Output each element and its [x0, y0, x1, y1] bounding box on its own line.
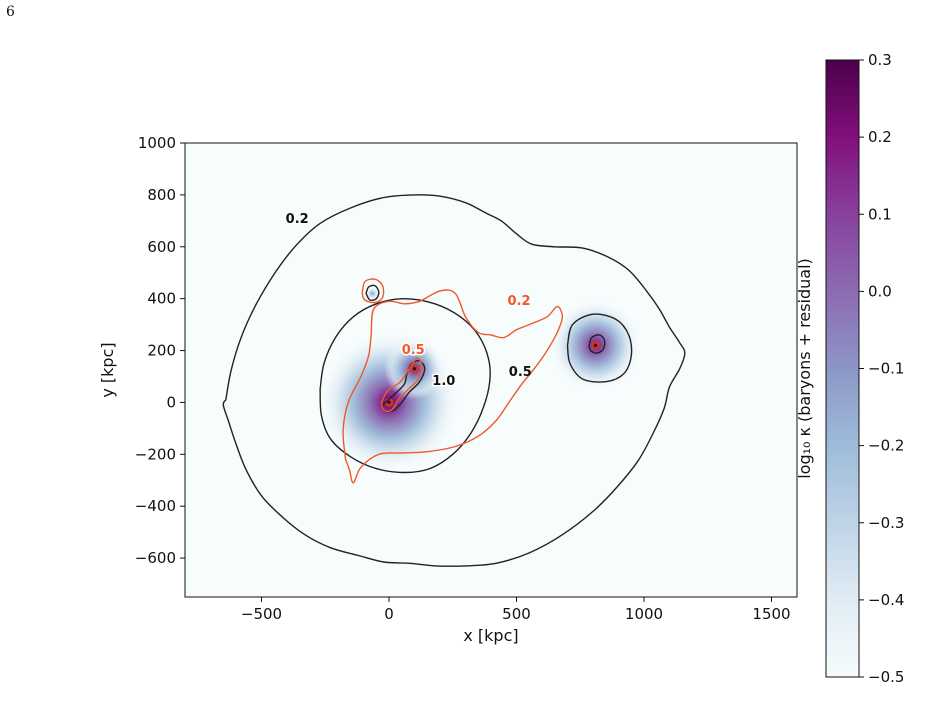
density-peak-small-clump	[366, 287, 379, 300]
colorbar-tick-label: 0.0	[868, 282, 892, 300]
contour-layer	[222, 194, 686, 567]
contour-label-orange-0-2: 0.2	[508, 294, 531, 309]
colorbar-tick-label: 0.3	[868, 51, 892, 69]
colorbar-tick-label: −0.3	[868, 514, 904, 532]
y-tick-label: 200	[147, 342, 176, 360]
y-axis-ticks: −600 −400 −200 0 200 400 600 800 1000	[135, 134, 185, 567]
contour-orange-0-2	[361, 278, 385, 304]
contour-labels: 0.2 0.5 1.0 0.2 0.5	[286, 212, 532, 391]
contour-orange-0-5	[380, 357, 423, 413]
contour-black-0-2	[365, 284, 380, 302]
colorbar: −0.5 −0.4 −0.3 −0.2 −0.1 0.0 0.1 0.2 0.3 log₁₀ κ…	[795, 51, 904, 686]
colorbar-tick-label: −0.5	[868, 668, 904, 686]
page-number: 6	[6, 4, 15, 20]
colorbar-label: log₁₀ κ (baryons + residual)	[795, 258, 814, 479]
contour-label-orange-0-5: 0.5	[402, 343, 425, 358]
plot-background	[185, 143, 797, 597]
colorbar-tick-label: −0.1	[868, 360, 904, 378]
x-axis-label: x [kpc]	[463, 626, 518, 645]
y-tick-label: 400	[147, 290, 176, 308]
x-tick-label: −500	[241, 605, 282, 623]
x-tick-label: 1500	[752, 605, 790, 623]
x-tick-label: 500	[502, 605, 531, 623]
contour-black-0-5	[566, 313, 633, 383]
colorbar-tick-label: −0.4	[868, 591, 904, 609]
y-tick-label: 800	[147, 186, 176, 204]
colorbar-tick-label: 0.2	[868, 128, 892, 146]
y-tick-label: −400	[135, 497, 176, 515]
x-tick-label: 0	[384, 605, 394, 623]
colorbar-ticks: −0.5 −0.4 −0.3 −0.2 −0.1 0.0 0.1 0.2 0.3	[859, 51, 904, 686]
peak-core-dot	[412, 367, 417, 371]
colorbar-bar	[825, 59, 860, 678]
y-tick-label: −600	[135, 549, 176, 567]
colorbar-tick-label: −0.2	[868, 437, 904, 455]
contour-label-black-0-5: 0.5	[509, 365, 532, 380]
y-tick-label: 1000	[138, 134, 176, 152]
y-tick-label: −200	[135, 445, 176, 463]
y-axis-label: y [kpc]	[98, 342, 117, 397]
contour-black-0-5	[319, 298, 491, 474]
y-tick-label: 0	[166, 393, 176, 411]
contour-label-black-1-0: 1.0	[432, 374, 455, 389]
contour-black-1-0	[588, 334, 606, 354]
contour-black-0-2	[222, 194, 686, 567]
peak-core-dot	[387, 400, 391, 405]
contour-label-black-0-2: 0.2	[286, 212, 309, 227]
x-axis-ticks: −500 0 500 1000 1500	[241, 597, 791, 623]
plot-frame	[184, 142, 798, 598]
colorbar-tick-label: 0.1	[868, 205, 892, 223]
peak-core-dot	[593, 343, 598, 347]
contour-orange-0-2	[342, 289, 564, 484]
plot-area: 0.2 0.5 1.0 0.2 0.5 −500 0 500 1000 1500 −600 −40…	[98, 134, 798, 645]
x-tick-label: 1000	[625, 605, 663, 623]
y-tick-label: 600	[147, 238, 176, 256]
